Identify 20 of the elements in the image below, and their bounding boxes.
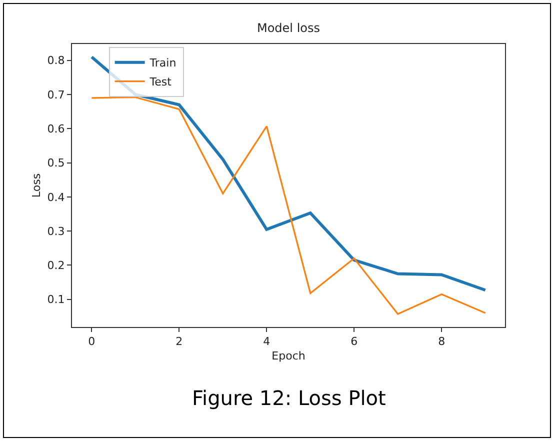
caption: Figure 12: Loss Plot <box>192 386 386 410</box>
y-tick-label: 0.2 <box>47 259 65 272</box>
x-tick-label: 0 <box>88 335 96 348</box>
y-axis-title: Loss <box>30 173 43 198</box>
y-tick-label: 0.3 <box>47 224 65 238</box>
y-tick-label: 0.5 <box>47 156 65 170</box>
x-tick-label: 4 <box>263 335 270 348</box>
y-tick-label: 0.6 <box>47 122 65 136</box>
x-tick-label: 8 <box>438 335 446 348</box>
x-tick-label: 2 <box>176 335 183 348</box>
y-tick-label: 0.4 <box>47 190 65 204</box>
chart-title: Model loss <box>256 21 320 36</box>
x-tick-label: 6 <box>350 335 358 348</box>
y-tick-label: 0.7 <box>47 88 65 102</box>
legend-label: Train <box>148 56 176 70</box>
x-axis-title: Epoch <box>272 349 306 362</box>
legend-label: Test <box>148 76 172 89</box>
y-tick-label: 0.1 <box>47 293 65 306</box>
y-tick-label: 0.8 <box>47 54 65 68</box>
line-series <box>90 96 486 315</box>
